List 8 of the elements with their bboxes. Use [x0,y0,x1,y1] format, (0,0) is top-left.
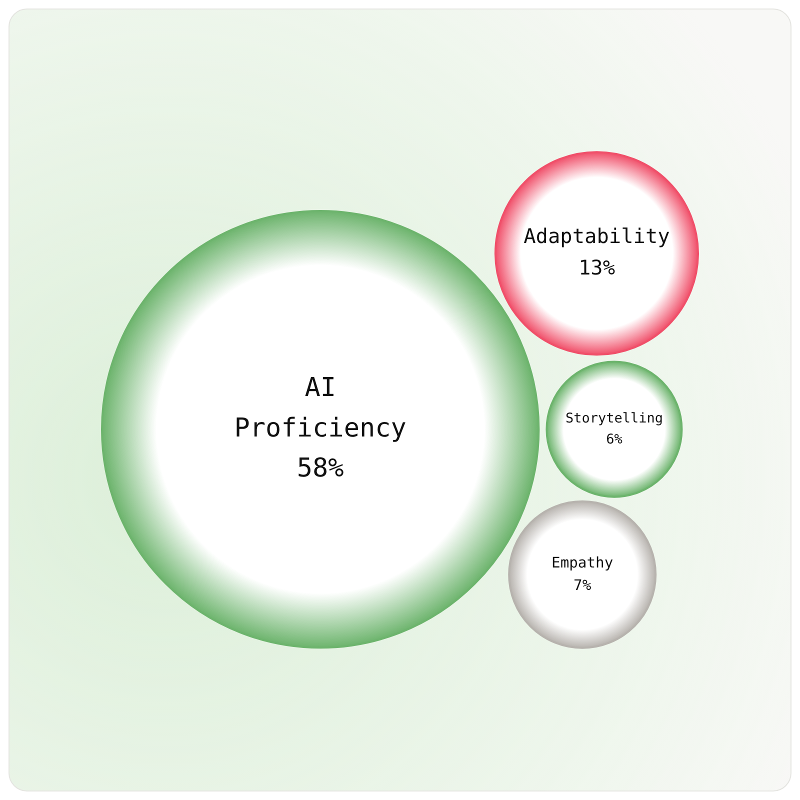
category-label: Empathy [552,554,614,572]
data-label: 58% [296,454,344,484]
data-label: 13% [578,256,616,280]
category-label: Storytelling [565,410,663,427]
data-label: 6% [606,431,622,448]
category-label: AI Proficiency [234,373,406,444]
data-label: 7% [574,576,592,594]
category-label: Adaptability [524,224,670,248]
